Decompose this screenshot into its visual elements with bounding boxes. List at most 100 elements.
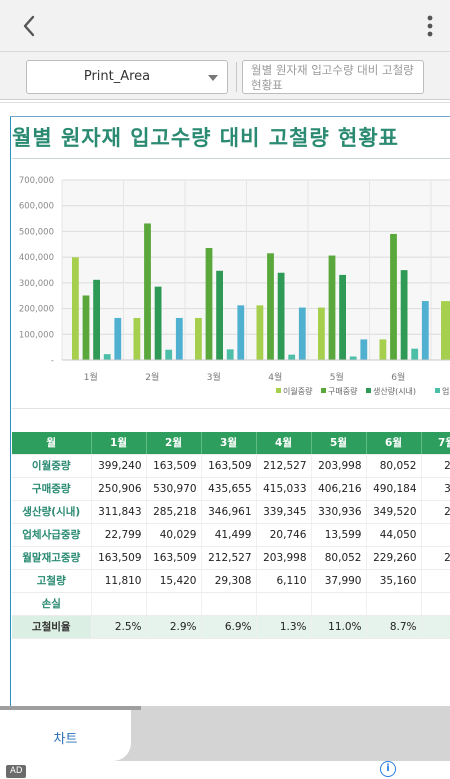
table-cell[interactable]: 11.0% bbox=[311, 615, 367, 639]
bar bbox=[339, 274, 346, 360]
table-cell[interactable]: 37,990 bbox=[311, 569, 367, 593]
table-cell[interactable] bbox=[256, 592, 312, 616]
table-cell[interactable]: 415,033 bbox=[256, 477, 312, 501]
table-cell[interactable]: 80,052 bbox=[311, 546, 367, 570]
table-cell[interactable]: 35,160 bbox=[366, 569, 422, 593]
table-cell[interactable] bbox=[146, 592, 202, 616]
table-header-month: 2월 bbox=[146, 432, 202, 455]
table-cell[interactable] bbox=[311, 592, 367, 616]
table-row: 월말재고중량 163,509 163,509 212,527 203,998 80,052… bbox=[12, 546, 450, 570]
table-cell[interactable] bbox=[421, 592, 450, 616]
table-cell[interactable]: 163,509 bbox=[146, 546, 202, 570]
table-cell[interactable]: 229,260 bbox=[366, 546, 422, 570]
table-cell[interactable]: 44,050 bbox=[366, 523, 422, 547]
formula-toolbar: Print_Area 월별 원자재 입고수량 대비 고철량 현황표 bbox=[0, 52, 450, 100]
divider bbox=[236, 62, 237, 92]
y-tick-label: - bbox=[51, 356, 54, 366]
bar bbox=[441, 301, 450, 360]
row-label: 월말재고중량 bbox=[12, 546, 92, 570]
row-label: 고철비율 bbox=[12, 615, 92, 639]
table-cell[interactable]: 163,509 bbox=[91, 546, 147, 570]
legend-swatch bbox=[435, 388, 440, 393]
table-cell[interactable] bbox=[91, 592, 147, 616]
table-cell[interactable]: 212,527 bbox=[201, 546, 257, 570]
row-label: 업체사급중량 bbox=[12, 523, 92, 547]
table-cell[interactable]: 330,936 bbox=[311, 500, 367, 524]
bar bbox=[175, 317, 183, 360]
table-header-month: 5월 bbox=[311, 432, 367, 455]
table-cell[interactable]: 6.9% bbox=[201, 615, 257, 639]
row-label: 손실 bbox=[12, 592, 92, 616]
table-cell[interactable]: 212,527 bbox=[256, 454, 312, 478]
formula-input[interactable]: 월별 원자재 입고수량 대비 고철량 현황표 bbox=[242, 60, 424, 94]
table-cell[interactable]: 346,961 bbox=[201, 500, 257, 524]
table-cell[interactable]: 203,998 bbox=[311, 454, 367, 478]
bar bbox=[390, 233, 397, 360]
table-cell[interactable]: 530,970 bbox=[146, 477, 202, 501]
bar-chart[interactable]: 700,000 600,000 500,000 400,000 300,000 200,0… bbox=[12, 166, 450, 408]
table-cell[interactable] bbox=[366, 592, 422, 616]
table-cell[interactable]: 349,520 bbox=[366, 500, 422, 524]
bar bbox=[298, 307, 306, 360]
table-cell[interactable]: 163,509 bbox=[146, 454, 202, 478]
info-icon[interactable]: i bbox=[380, 761, 396, 777]
ad-banner[interactable]: AD i bbox=[0, 761, 450, 779]
table-cell[interactable] bbox=[201, 592, 257, 616]
table-cell[interactable]: 6,110 bbox=[256, 569, 312, 593]
table-cell[interactable]: 285,218 bbox=[146, 500, 202, 524]
table-cell[interactable]: 2.5% bbox=[91, 615, 147, 639]
table-cell[interactable]: 2.9% bbox=[146, 615, 202, 639]
table-cell[interactable]: 311,843 bbox=[91, 500, 147, 524]
tab-chart[interactable]: 차트 bbox=[0, 710, 131, 761]
table-cell[interactable]: 22,799 bbox=[91, 523, 147, 547]
x-tick-label: 3월 bbox=[207, 371, 221, 383]
table-cell[interactable]: 8.7% bbox=[366, 615, 422, 639]
bar bbox=[318, 307, 325, 360]
back-button[interactable] bbox=[16, 12, 44, 40]
bar bbox=[72, 257, 79, 360]
table-cell[interactable]: 398, bbox=[421, 477, 450, 501]
table-cell[interactable]: 406,216 bbox=[311, 477, 367, 501]
table-cell[interactable]: 11,810 bbox=[91, 569, 147, 593]
table-cell[interactable]: 20,746 bbox=[256, 523, 312, 547]
bar bbox=[103, 354, 111, 360]
bar bbox=[114, 317, 122, 360]
legend-swatch bbox=[366, 388, 371, 393]
table-cell[interactable]: 29,308 bbox=[201, 569, 257, 593]
table-cell[interactable]: 15,420 bbox=[146, 569, 202, 593]
table-cell[interactable]: 298, bbox=[421, 500, 450, 524]
table-cell[interactable]: 80,052 bbox=[366, 454, 422, 478]
table-cell[interactable]: 435,655 bbox=[201, 477, 257, 501]
y-tick-label: 200,000 bbox=[19, 305, 54, 315]
bar bbox=[256, 305, 264, 360]
table-cell[interactable]: 13,599 bbox=[311, 523, 367, 547]
table-cell[interactable]: 41,499 bbox=[201, 523, 257, 547]
table-row: 구매중량 250,906 530,970 435,655 415,033 406,216 4… bbox=[12, 477, 450, 501]
table-cell[interactable]: 21, bbox=[421, 523, 450, 547]
table-cell[interactable]: 203,998 bbox=[256, 546, 312, 570]
table-cell[interactable]: 229, bbox=[421, 454, 450, 478]
table-cell[interactable]: 20, bbox=[421, 569, 450, 593]
table-cell[interactable]: 339,345 bbox=[256, 500, 312, 524]
spreadsheet-area[interactable]: 월별 원자재 입고수량 대비 고철량 현황표 700,000 600,000 500… bbox=[0, 100, 450, 706]
table-cell[interactable]: 250,906 bbox=[91, 477, 147, 501]
table-header-month: 3월 bbox=[201, 432, 257, 455]
row-label: 고철량 bbox=[12, 569, 92, 593]
table-cell[interactable]: 490,184 bbox=[366, 477, 422, 501]
x-tick-label: 2월 bbox=[145, 371, 159, 383]
x-tick-label: 6월 bbox=[391, 371, 405, 383]
bar bbox=[277, 272, 285, 360]
bar bbox=[144, 223, 151, 360]
table-cell[interactable]: 40,029 bbox=[146, 523, 202, 547]
table-cell[interactable]: 1.3% bbox=[256, 615, 312, 639]
row-label: 이월중량 bbox=[12, 454, 92, 478]
table-body: 이월중량 399,240 163,509 163,509 212,527 203,998 8… bbox=[12, 454, 450, 639]
sheet-tab-bar: 차트 bbox=[0, 706, 450, 761]
name-box-dropdown[interactable]: Print_Area bbox=[26, 60, 228, 94]
table-cell[interactable]: 163,509 bbox=[201, 454, 257, 478]
table-cell[interactable]: 399,240 bbox=[91, 454, 147, 478]
table-cell[interactable]: 230, bbox=[421, 546, 450, 570]
table-cell[interactable]: 3 bbox=[421, 615, 450, 639]
more-menu-button[interactable] bbox=[418, 12, 442, 40]
